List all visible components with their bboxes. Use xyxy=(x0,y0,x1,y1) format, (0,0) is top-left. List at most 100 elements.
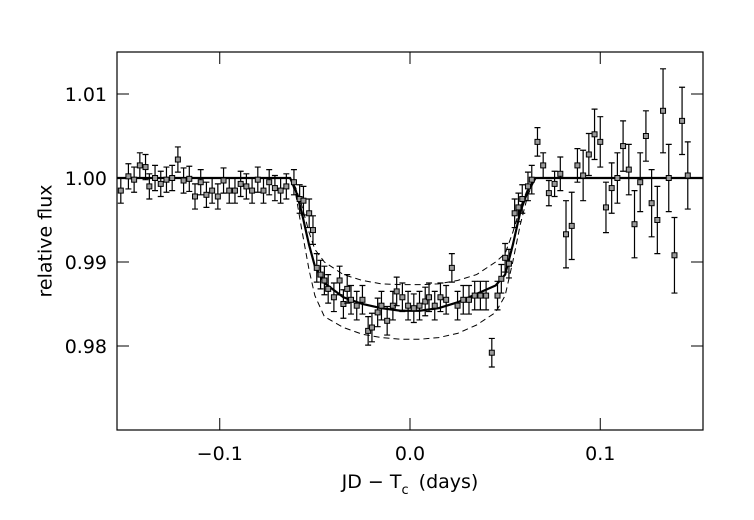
data-point xyxy=(353,302,360,309)
x-tick-label: 0.1 xyxy=(585,443,615,465)
data-point xyxy=(384,317,391,324)
data-point xyxy=(540,162,547,169)
data-point xyxy=(117,187,124,194)
data-point xyxy=(684,172,691,179)
data-point xyxy=(374,309,381,316)
data-point xyxy=(163,176,170,183)
data-point xyxy=(399,294,406,301)
data-point xyxy=(344,285,351,292)
data-point xyxy=(665,175,672,181)
data-point xyxy=(325,285,332,292)
data-point xyxy=(437,294,444,301)
data-point xyxy=(471,292,478,299)
data-point xyxy=(321,277,328,284)
data-point xyxy=(290,179,297,186)
x-tick-label: −0.1 xyxy=(197,443,243,465)
data-point xyxy=(136,162,143,169)
data-point xyxy=(416,302,423,309)
data-point xyxy=(186,175,193,182)
data-point xyxy=(494,292,501,299)
data-point xyxy=(660,107,667,114)
data-point xyxy=(237,180,244,187)
x-tick-label: 0.0 xyxy=(395,443,425,465)
data-point xyxy=(309,227,316,234)
data-point xyxy=(654,217,661,223)
data-point xyxy=(336,277,343,284)
data-point xyxy=(405,302,412,309)
dashed-curve xyxy=(117,177,703,286)
data-point xyxy=(378,302,385,309)
data-point xyxy=(243,183,250,190)
data-point xyxy=(505,260,512,267)
data-point xyxy=(220,177,227,184)
data-point xyxy=(142,164,149,171)
data-point xyxy=(368,324,375,331)
data-point xyxy=(574,162,581,169)
data-point xyxy=(591,131,598,138)
data-point xyxy=(249,187,256,194)
model-curve xyxy=(117,176,703,312)
data-point xyxy=(460,296,467,303)
data-point xyxy=(431,302,438,309)
data-point xyxy=(174,156,181,163)
data-point xyxy=(642,133,649,139)
data-point xyxy=(502,254,509,261)
plot-frame xyxy=(116,51,704,431)
data-point xyxy=(192,193,199,200)
data-point xyxy=(152,175,159,181)
data-point xyxy=(551,180,558,187)
y-axis-label: relative flux xyxy=(35,185,57,298)
data-point xyxy=(488,349,495,356)
data-point xyxy=(146,183,153,190)
data-point xyxy=(359,296,366,303)
data-point xyxy=(498,275,505,282)
data-point xyxy=(317,271,324,278)
data-point xyxy=(448,264,455,271)
data-point xyxy=(563,231,570,238)
data-point xyxy=(169,175,176,181)
x-axis-label: JD − Tc (days) xyxy=(341,471,479,498)
data-point xyxy=(393,288,400,295)
data-point xyxy=(365,327,372,334)
data-point xyxy=(266,179,273,186)
y-tick-label: 1.01 xyxy=(65,84,107,106)
x-label-unit: (days) xyxy=(419,471,479,493)
data-point xyxy=(231,187,238,194)
data-point xyxy=(410,305,417,312)
data-point xyxy=(197,179,204,186)
data-point xyxy=(580,172,587,179)
data-point xyxy=(313,264,320,271)
data-point xyxy=(340,301,347,307)
data-point xyxy=(477,292,484,299)
data-point xyxy=(648,200,655,207)
data-point xyxy=(330,294,337,301)
data-point xyxy=(422,298,429,305)
data-point xyxy=(254,176,261,183)
data-point xyxy=(271,185,278,192)
data-point xyxy=(277,187,284,194)
data-point xyxy=(602,204,609,211)
data-point xyxy=(568,222,575,229)
y-tick-label: 1.00 xyxy=(65,168,107,190)
data-point xyxy=(511,210,518,217)
data-point xyxy=(597,138,604,145)
data-point xyxy=(157,180,164,187)
data-point xyxy=(454,302,461,309)
data-point xyxy=(528,176,535,183)
data-point xyxy=(671,252,678,259)
data-point xyxy=(625,166,632,173)
data-point xyxy=(306,210,313,217)
data-point xyxy=(125,173,132,180)
data-point xyxy=(300,197,307,204)
data-point xyxy=(260,187,267,194)
data-point xyxy=(637,179,644,186)
data-point xyxy=(214,193,221,200)
data-point xyxy=(348,296,355,303)
data-point xyxy=(443,296,450,303)
data-point xyxy=(585,151,592,158)
x-label-sub: c xyxy=(402,483,409,498)
data-point xyxy=(426,294,433,301)
data-point xyxy=(180,177,187,184)
data-point xyxy=(631,221,638,228)
